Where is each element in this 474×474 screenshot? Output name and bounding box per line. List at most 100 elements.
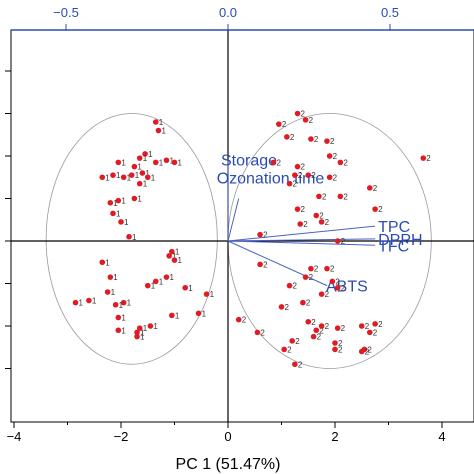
score-point-group2: 2 bbox=[337, 158, 348, 167]
score-point-label: 2 bbox=[367, 345, 372, 354]
score-point-group1: 1 bbox=[203, 290, 215, 299]
score-point-label: 1 bbox=[159, 277, 164, 286]
score-point-group1: 1 bbox=[112, 301, 124, 310]
score-point-label: 1 bbox=[159, 158, 164, 167]
score-point-group1: 1 bbox=[136, 154, 148, 163]
score-point-label: 2 bbox=[373, 328, 378, 337]
score-point-label: 2 bbox=[293, 282, 298, 291]
score-point-label: 1 bbox=[121, 326, 126, 335]
score-point-label: 2 bbox=[341, 284, 346, 293]
score-point-group1: 1 bbox=[128, 171, 140, 180]
score-point-group2: 2 bbox=[305, 318, 316, 327]
score-point-group1: 1 bbox=[110, 171, 121, 180]
score-point-label: 1 bbox=[135, 171, 140, 180]
score-point-group2: 2 bbox=[305, 171, 316, 180]
score-point-marker bbox=[131, 163, 138, 170]
score-point-group2: 2 bbox=[337, 192, 348, 201]
score-point-marker bbox=[289, 338, 296, 344]
score-point-group2: 2 bbox=[278, 303, 290, 312]
score-point-group2: 2 bbox=[318, 218, 330, 227]
loading-label-dpph: DPPH bbox=[378, 232, 422, 249]
score-point-label: 2 bbox=[343, 192, 348, 201]
score-point-marker bbox=[305, 318, 312, 325]
score-point-group1: 1 bbox=[163, 156, 174, 165]
score-point-label: 2 bbox=[333, 152, 338, 161]
score-point-label: 2 bbox=[287, 345, 292, 354]
score-point-label: 2 bbox=[343, 158, 348, 167]
score-point-marker bbox=[235, 316, 242, 323]
score-point-marker bbox=[334, 238, 341, 244]
score-point-group2: 2 bbox=[358, 348, 370, 357]
score-point-marker bbox=[147, 323, 154, 329]
loading-label-abts: ABTS bbox=[326, 279, 368, 296]
score-point-marker bbox=[318, 291, 325, 297]
score-point-label: 1 bbox=[127, 299, 132, 308]
score-point-label: 1 bbox=[145, 169, 150, 178]
score-point-label: 1 bbox=[159, 118, 164, 127]
score-point-marker bbox=[278, 304, 285, 310]
score-point-group1: 1 bbox=[166, 252, 177, 261]
score-point-group2: 2 bbox=[313, 326, 324, 335]
score-point-marker bbox=[332, 346, 338, 353]
score-point-label: 2 bbox=[325, 322, 330, 331]
score-point-marker bbox=[372, 206, 378, 212]
score-point-marker bbox=[115, 159, 122, 166]
score-point-marker bbox=[337, 193, 344, 200]
score-point-marker bbox=[366, 329, 373, 336]
score-point-label: 2 bbox=[322, 192, 327, 201]
score-point-marker bbox=[313, 327, 320, 334]
score-point-marker bbox=[152, 119, 159, 125]
score-point-group2: 2 bbox=[326, 173, 338, 182]
score-point-marker bbox=[155, 127, 162, 134]
score-point-marker bbox=[136, 155, 143, 161]
score-point-label: 1 bbox=[151, 282, 156, 291]
score-point-marker bbox=[286, 180, 293, 187]
score-point-group2: 2 bbox=[257, 231, 268, 240]
score-point-label: 1 bbox=[121, 314, 126, 323]
score-point-marker bbox=[292, 361, 298, 368]
score-point-marker bbox=[169, 248, 175, 255]
score-point-label: 2 bbox=[365, 348, 370, 357]
score-point-group1: 1 bbox=[147, 322, 158, 331]
score-point-group1: 1 bbox=[152, 158, 164, 167]
score-point-marker bbox=[372, 321, 378, 327]
score-point-marker bbox=[326, 174, 333, 181]
loading-vector-ozonation-time bbox=[227, 198, 240, 242]
score-point-group2: 2 bbox=[313, 212, 324, 221]
score-point-group2: 2 bbox=[294, 205, 306, 214]
score-point-marker bbox=[334, 284, 341, 291]
score-point-group2: 2 bbox=[257, 260, 268, 269]
score-point-label: 2 bbox=[282, 120, 287, 129]
score-point-marker bbox=[270, 159, 277, 166]
score-point-marker bbox=[305, 172, 312, 178]
score-point-label: 2 bbox=[338, 339, 343, 348]
score-point-group2: 2 bbox=[332, 345, 343, 354]
score-point-label: 1 bbox=[175, 248, 180, 257]
score-point-label: 1 bbox=[143, 180, 148, 189]
score-point-label: 2 bbox=[290, 133, 295, 142]
x-tick-label: 2 bbox=[331, 429, 338, 444]
score-point-label: 2 bbox=[295, 337, 300, 346]
score-point-marker bbox=[366, 185, 373, 191]
loading-label-tpc: TPC bbox=[378, 219, 410, 236]
score-point-label: 2 bbox=[309, 273, 314, 282]
score-point-marker bbox=[134, 329, 140, 336]
score-point-marker bbox=[358, 323, 365, 329]
score-point-label: 1 bbox=[105, 258, 110, 267]
score-point-group2: 2 bbox=[318, 290, 330, 299]
score-point-label: 1 bbox=[178, 256, 183, 265]
score-point-label: 1 bbox=[127, 173, 132, 182]
score-point-group1: 1 bbox=[115, 197, 126, 206]
score-point-group1: 1 bbox=[171, 256, 183, 265]
score-point-group2: 2 bbox=[420, 154, 431, 163]
score-point-marker bbox=[257, 261, 263, 268]
score-point-group1: 1 bbox=[107, 273, 118, 282]
score-point-label: 2 bbox=[311, 171, 316, 180]
score-point-label: 2 bbox=[378, 320, 383, 329]
score-point-label: 2 bbox=[378, 205, 383, 214]
score-point-label: 1 bbox=[178, 158, 183, 167]
score-point-label: 1 bbox=[140, 333, 145, 342]
score-point-marker bbox=[308, 136, 314, 142]
score-point-marker bbox=[171, 257, 178, 263]
loading-vector-abts bbox=[227, 240, 328, 287]
